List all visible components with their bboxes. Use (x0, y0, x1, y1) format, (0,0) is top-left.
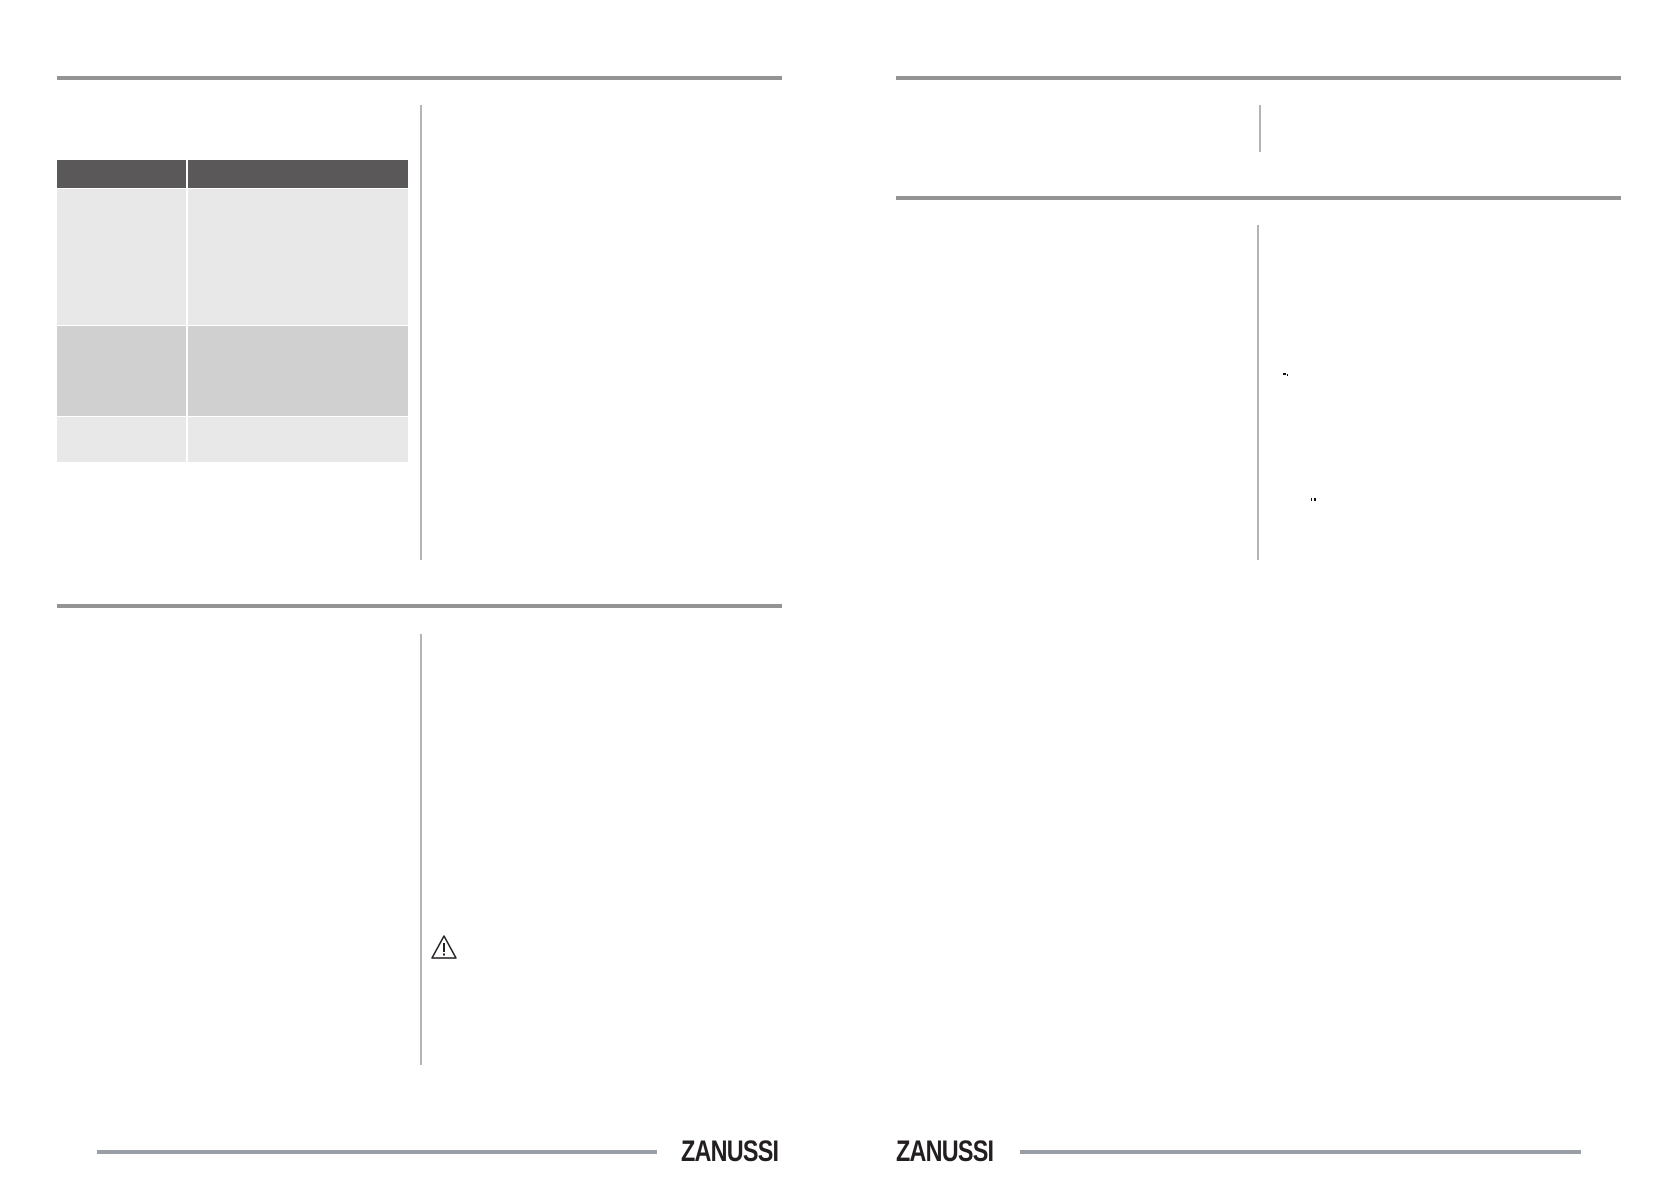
table-cell (188, 189, 408, 325)
column-divider (420, 105, 422, 560)
footer-rule-right (1020, 1150, 1581, 1154)
table-cell (57, 326, 186, 416)
table-cell (188, 417, 408, 462)
text-fragment (1287, 374, 1288, 376)
section-rule-mid-left (57, 604, 782, 608)
table-header-cell (188, 160, 408, 188)
section-rule-second-right (896, 196, 1621, 200)
footer-rule-left (97, 1150, 657, 1154)
zanussi-logo-right: ZANUSSI (896, 1135, 994, 1168)
zanussi-logo-left: ZANUSSI (681, 1135, 779, 1168)
table-header-cell (57, 160, 186, 188)
section-rule-top-left (57, 76, 782, 80)
column-divider (1259, 105, 1261, 152)
table-cell (57, 189, 186, 325)
warning-triangle-icon (430, 934, 458, 960)
table-cell (57, 417, 186, 462)
column-divider (1257, 225, 1259, 560)
column-divider (420, 634, 422, 1065)
text-fragment (1311, 498, 1312, 501)
text-fragment (1314, 498, 1316, 501)
section-rule-top-right (896, 76, 1621, 80)
table-cell (188, 326, 408, 416)
text-fragment (1283, 373, 1286, 375)
